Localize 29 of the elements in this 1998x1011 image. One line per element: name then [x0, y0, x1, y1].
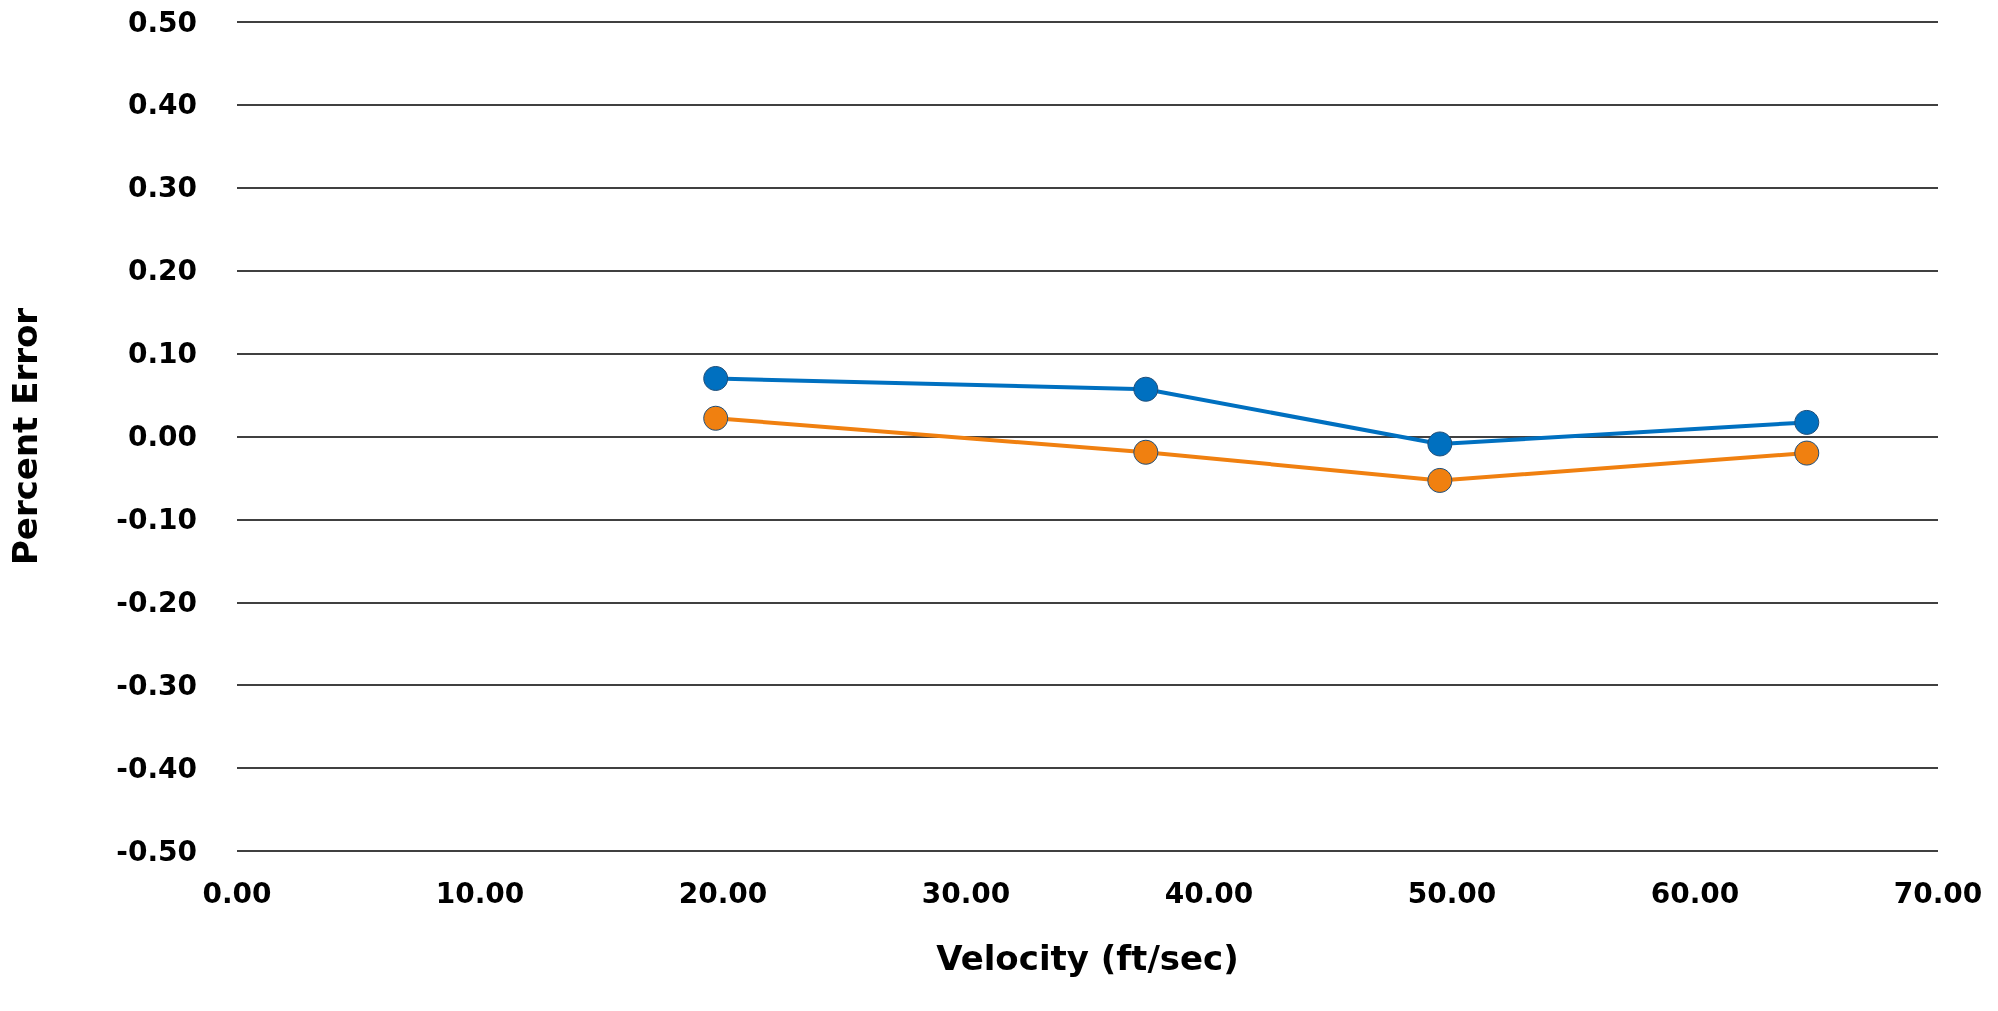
- y-tick-label: -0.40: [116, 751, 197, 785]
- y-tick-label: -0.20: [116, 585, 197, 619]
- x-tick-label: 30.00: [921, 876, 1011, 910]
- x-axis-title: Velocity (ft/sec): [936, 938, 1239, 978]
- point: [703, 405, 729, 431]
- y-tick-label: 0.40: [127, 88, 197, 122]
- y-tick-label: 0.50: [127, 5, 197, 39]
- point: [1794, 440, 1820, 466]
- x-tick-label: 70.00: [1893, 876, 1983, 910]
- y-tick-label: -0.30: [116, 668, 197, 702]
- x-tick-label: 40.00: [1164, 876, 1254, 910]
- point: [703, 365, 729, 391]
- y-tick-label: 0.00: [127, 420, 197, 453]
- point: [1133, 439, 1159, 465]
- y-tick-label: 0.20: [127, 254, 197, 288]
- y-tick-label: 0.30: [127, 171, 197, 205]
- point: [1794, 409, 1820, 435]
- y-tick-label: -0.10: [116, 502, 197, 536]
- point: [1133, 376, 1159, 402]
- x-tick-label: 0.00: [202, 876, 272, 910]
- x-tick-label: 20.00: [678, 876, 768, 910]
- y-axis-title: Percent Error: [5, 307, 45, 566]
- y-tick-label: -0.50: [116, 834, 197, 868]
- point: [1427, 431, 1453, 457]
- x-tick-label: 60.00: [1650, 876, 1740, 910]
- x-tick-label: 10.00: [435, 876, 525, 910]
- x-tick-label: 50.00: [1407, 876, 1497, 910]
- y-tick-label: 0.10: [127, 337, 197, 371]
- point: [1427, 467, 1453, 493]
